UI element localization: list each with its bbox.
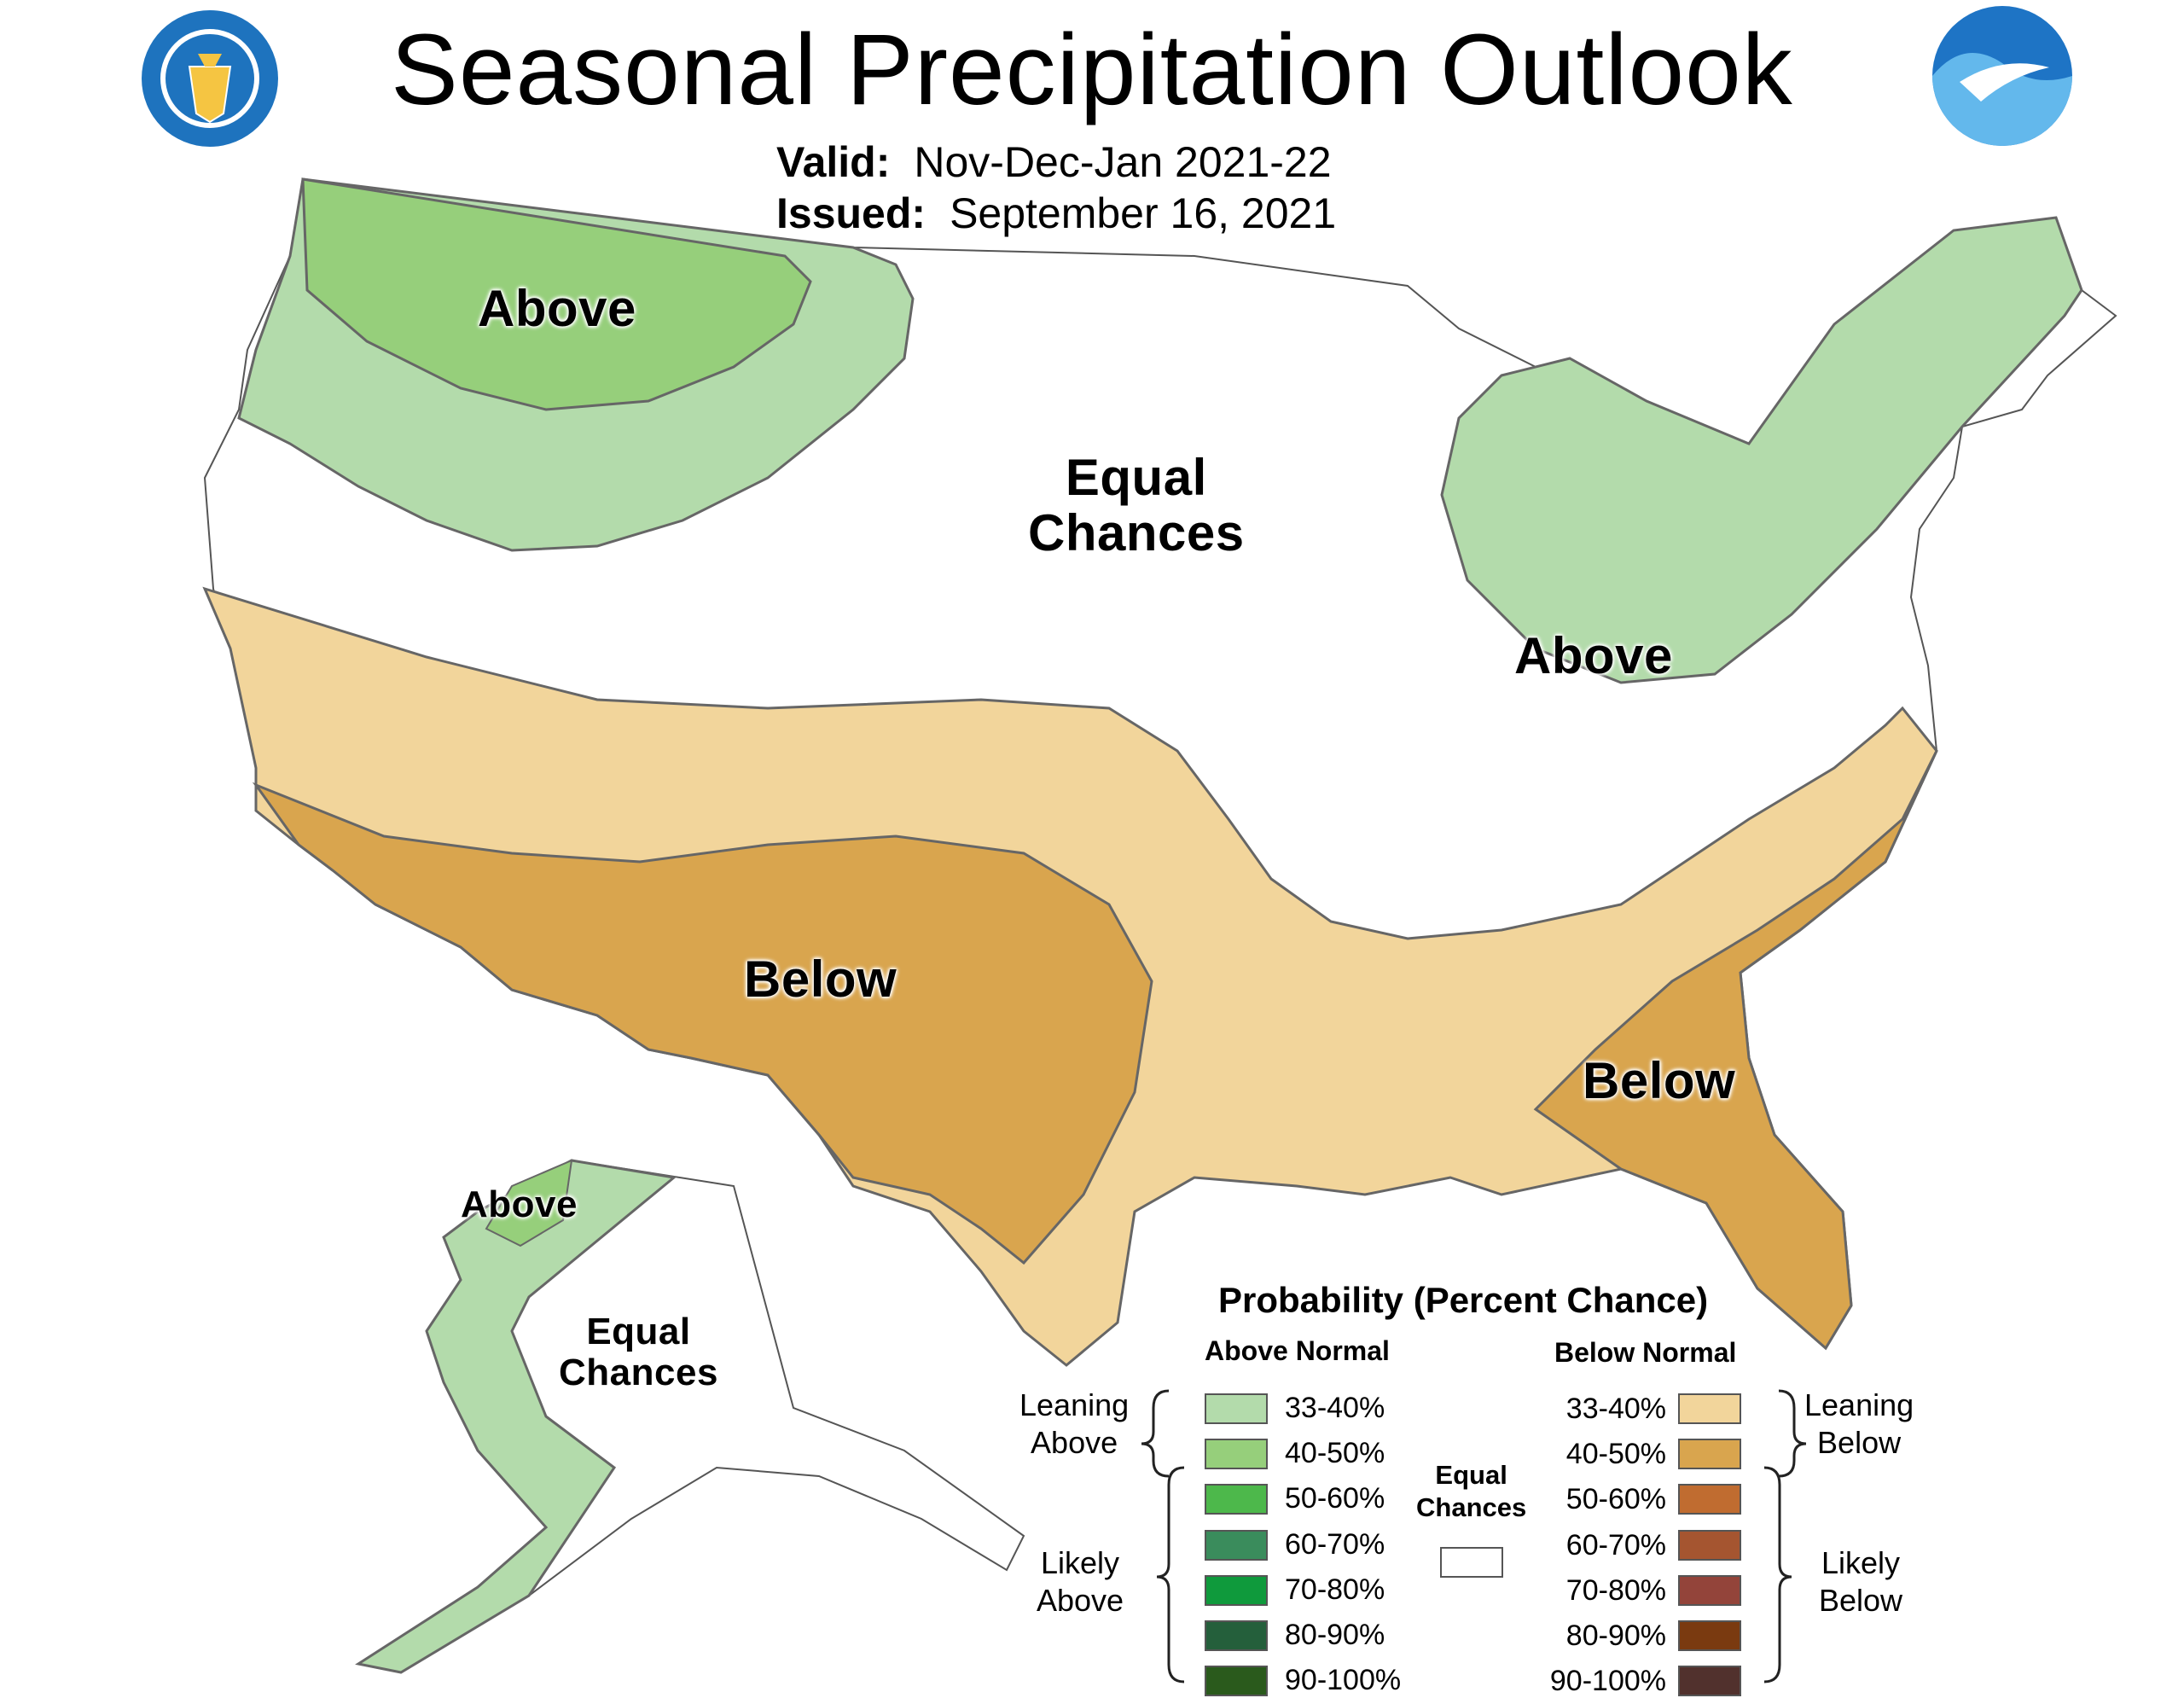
label-alaska-above: Above	[461, 1183, 578, 1225]
legend-above-swatch	[1205, 1439, 1268, 1470]
valid-value: Nov-Dec-Jan 2021-22	[914, 138, 1332, 186]
legend-above-swatch	[1205, 1529, 1268, 1561]
alaska-leaning-above	[355, 1159, 677, 1674]
label-central-equal-chances: Equal Chances	[1028, 449, 1245, 561]
legend-below-range: 33-40%	[1565, 1393, 1666, 1425]
legend-leaning-below: Leaning Below	[1804, 1387, 1914, 1460]
legend-above-range: 50-60%	[1285, 1482, 1385, 1515]
legend-below-range: 60-70%	[1565, 1528, 1666, 1561]
legend-below-swatch	[1678, 1574, 1741, 1606]
label-southeast-below: Below	[1583, 1052, 1736, 1109]
legend-below-range: 40-50%	[1565, 1438, 1666, 1471]
doc-seal-icon	[142, 10, 278, 147]
valid-row: Valid: Nov-Dec-Jan 2021-22	[776, 137, 1332, 188]
label-northwest-above: Above	[478, 280, 636, 337]
legend-above-range: 40-50%	[1285, 1437, 1385, 1470]
legend-below-range: 90-100%	[1549, 1665, 1666, 1698]
legend-above-swatch	[1205, 1574, 1268, 1606]
legend-below-range: 80-90%	[1565, 1619, 1666, 1652]
noaa-logo-icon	[1932, 6, 2072, 146]
legend-above-range: 80-90%	[1285, 1619, 1385, 1651]
region-southwest-40-50	[252, 782, 1153, 1265]
region-northeast-leaning-above	[1440, 216, 2083, 684]
legend-above-range: 90-100%	[1285, 1664, 1402, 1697]
legend-above-range: 60-70%	[1285, 1527, 1385, 1561]
legend-below-swatch	[1678, 1666, 1741, 1697]
issued-label: Issued:	[776, 189, 926, 237]
legend-likely-above: Likely Above	[1037, 1545, 1124, 1618]
legend-title: Probability (Percent Chance)	[1218, 1280, 1709, 1320]
legend-below-swatch	[1678, 1393, 1741, 1424]
legend-equal-chances-label: Equal Chances	[1416, 1460, 1527, 1522]
legend-above-swatch	[1205, 1620, 1268, 1651]
label-great-lakes-above: Above	[1514, 627, 1673, 684]
legend-above-swatch	[1205, 1484, 1268, 1515]
legend-below-range: 50-60%	[1565, 1483, 1666, 1516]
legend-below-swatch	[1678, 1484, 1741, 1515]
legend-likely-below: Likely Below	[1819, 1545, 1903, 1618]
legend-equal-chances-swatch	[1440, 1547, 1503, 1578]
legend-below-swatch	[1678, 1529, 1741, 1561]
valid-label: Valid:	[776, 138, 891, 186]
legend-above-swatch	[1205, 1666, 1268, 1697]
legend-leaning-above: Leaning Above	[1019, 1387, 1130, 1460]
region-nw-40-50	[301, 177, 812, 411]
legend-above-header: Above Normal	[1205, 1335, 1390, 1366]
region-southeast-40-50	[1533, 750, 1938, 1351]
label-alaska-equal-chances: Equal Chances	[559, 1311, 718, 1393]
legend-below-swatch	[1678, 1620, 1741, 1651]
legend-above-range: 70-80%	[1285, 1573, 1385, 1606]
legend-above-swatch	[1205, 1393, 1268, 1424]
label-southwest-below: Below	[744, 951, 897, 1008]
legend-above-range: 33-40%	[1285, 1392, 1385, 1424]
legend-below-range: 70-80%	[1565, 1573, 1666, 1607]
legend-below-swatch	[1678, 1439, 1741, 1470]
page-title: Seasonal Precipitation Outlook	[391, 14, 1793, 126]
issued-value: September 16, 2021	[950, 189, 1337, 237]
issued-row: Issued: September 16, 2021	[776, 188, 1336, 239]
alaska-40-50	[485, 1159, 573, 1247]
legend-below-header: Below Normal	[1554, 1337, 1737, 1368]
